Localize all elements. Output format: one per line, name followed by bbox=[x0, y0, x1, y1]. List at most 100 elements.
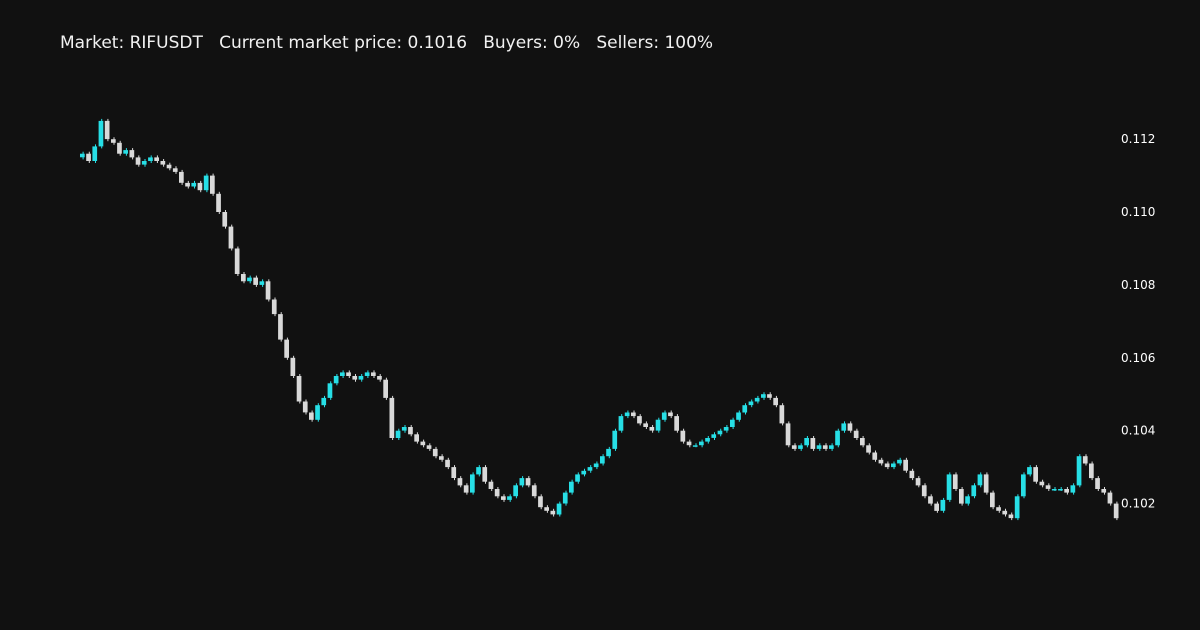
candle bbox=[575, 474, 580, 482]
candle bbox=[1002, 510, 1008, 515]
candle bbox=[872, 452, 878, 460]
chart-title: Market: RIFUSDT Current market price: 0.… bbox=[60, 33, 714, 53]
candle bbox=[302, 401, 308, 413]
candle bbox=[203, 175, 209, 191]
candle bbox=[606, 448, 611, 457]
candle bbox=[241, 274, 246, 282]
candle bbox=[1076, 456, 1082, 486]
candle bbox=[1082, 456, 1088, 464]
candle bbox=[723, 427, 729, 431]
candle bbox=[804, 438, 809, 446]
candle bbox=[315, 405, 320, 420]
candle bbox=[748, 401, 754, 406]
candle bbox=[965, 496, 970, 504]
candle bbox=[340, 372, 345, 376]
candle bbox=[432, 448, 438, 457]
candle bbox=[463, 485, 469, 493]
candle bbox=[278, 314, 283, 340]
candle bbox=[445, 459, 450, 468]
candle bbox=[990, 492, 995, 508]
candle bbox=[946, 474, 952, 500]
candle bbox=[983, 474, 989, 493]
candle bbox=[909, 470, 915, 479]
candle bbox=[841, 423, 847, 431]
candle bbox=[259, 281, 265, 285]
candle bbox=[389, 397, 395, 438]
candle bbox=[228, 226, 234, 249]
candle bbox=[562, 492, 568, 504]
candle bbox=[197, 182, 203, 191]
candle bbox=[866, 445, 871, 453]
candle bbox=[593, 463, 599, 468]
candle bbox=[1051, 489, 1057, 491]
candle bbox=[699, 441, 704, 446]
candle bbox=[668, 412, 673, 417]
y-tick-label: 0.112 bbox=[1121, 132, 1155, 146]
candle bbox=[371, 372, 376, 376]
candle bbox=[92, 146, 98, 161]
candle bbox=[364, 372, 370, 376]
candle bbox=[1033, 467, 1038, 482]
candle bbox=[148, 157, 153, 161]
candle bbox=[141, 161, 147, 165]
candle bbox=[470, 474, 475, 493]
candle bbox=[271, 299, 277, 315]
candle bbox=[1045, 485, 1051, 489]
candle bbox=[538, 496, 543, 508]
candle bbox=[80, 153, 85, 158]
candle bbox=[860, 438, 865, 446]
candle bbox=[420, 441, 426, 446]
candle bbox=[309, 412, 314, 420]
candle bbox=[185, 182, 190, 187]
candle bbox=[785, 423, 791, 446]
candle bbox=[1021, 474, 1026, 497]
candle bbox=[810, 438, 816, 449]
candle bbox=[891, 463, 896, 468]
candle bbox=[835, 430, 840, 446]
candle bbox=[525, 478, 531, 486]
candle bbox=[1008, 514, 1014, 519]
candle bbox=[210, 175, 215, 194]
candle bbox=[686, 441, 692, 446]
candle bbox=[779, 405, 785, 424]
candle bbox=[798, 445, 803, 449]
candle bbox=[482, 467, 488, 482]
candle bbox=[822, 445, 828, 449]
candle bbox=[705, 438, 710, 442]
candle bbox=[742, 405, 748, 413]
candle bbox=[897, 459, 902, 464]
candle bbox=[191, 182, 197, 187]
candle bbox=[637, 416, 642, 424]
candle bbox=[507, 496, 512, 500]
candle bbox=[1070, 485, 1076, 493]
candle bbox=[1113, 503, 1119, 519]
candle bbox=[736, 412, 741, 420]
candle bbox=[829, 445, 834, 449]
candle bbox=[1107, 492, 1113, 504]
candle bbox=[915, 478, 921, 486]
y-axis: 0.102 0.104 0.106 0.108 0.110 0.112 bbox=[1121, 132, 1155, 510]
candle bbox=[154, 157, 159, 161]
candle bbox=[754, 397, 760, 402]
candle bbox=[971, 485, 977, 497]
candle bbox=[296, 376, 302, 402]
candle bbox=[501, 496, 506, 500]
candle bbox=[643, 423, 648, 427]
candle bbox=[123, 150, 128, 154]
candle bbox=[1095, 478, 1100, 489]
candle bbox=[1027, 467, 1032, 475]
candle bbox=[377, 376, 382, 380]
candle bbox=[457, 478, 463, 486]
candle bbox=[179, 171, 184, 183]
y-tick-label: 0.106 bbox=[1121, 351, 1155, 365]
candle bbox=[791, 445, 797, 449]
candle bbox=[166, 164, 172, 169]
candle bbox=[655, 419, 661, 431]
candle bbox=[618, 416, 624, 431]
candle bbox=[761, 394, 766, 398]
candle bbox=[649, 427, 655, 431]
candle bbox=[1064, 489, 1069, 493]
y-tick-label: 0.110 bbox=[1121, 205, 1155, 219]
candle bbox=[556, 503, 562, 515]
